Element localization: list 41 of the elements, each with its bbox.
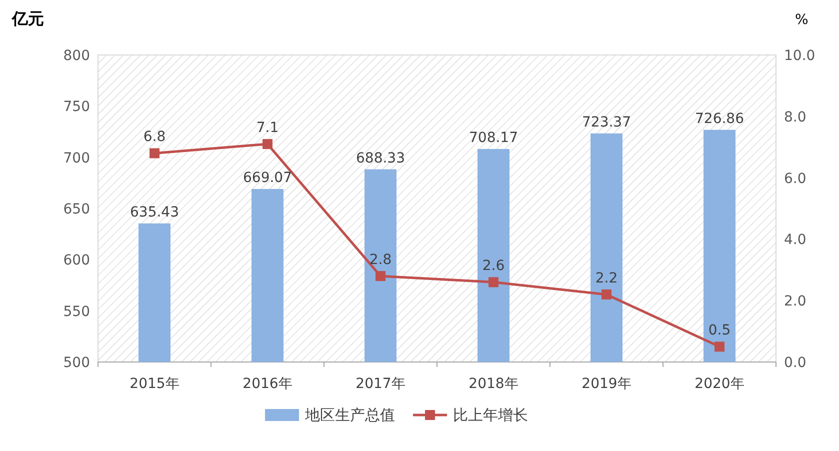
y2-tick-label: 0.0: [784, 355, 806, 371]
data-label: 723.37: [582, 114, 631, 130]
y2-axis-title: %: [795, 12, 808, 28]
data-label: 0.5: [708, 322, 731, 339]
data-label: 726.86: [695, 110, 744, 127]
point: [488, 277, 498, 288]
legend-label: 比上年增长: [453, 406, 528, 424]
point: [714, 342, 724, 352]
x-tick-label: 2020年: [694, 376, 744, 392]
data-label: 708.17: [469, 130, 518, 146]
x-tick-label: 2016年: [242, 376, 292, 392]
point: [262, 139, 272, 150]
y2-tick-label: 10.0: [784, 48, 816, 64]
y-tick-label: 550: [63, 304, 90, 320]
data-label: 2.8: [369, 252, 392, 268]
y2-tick-label: 8.0: [784, 109, 806, 126]
x-tick-label: 2018年: [468, 376, 518, 392]
x-tick-label: 2015年: [130, 376, 180, 392]
data-label: 7.1: [256, 120, 279, 136]
y-tick-label: 750: [63, 99, 90, 116]
y-tick-label: 800: [63, 48, 90, 64]
data-label: 688.33: [356, 150, 405, 166]
data-label: 2.6: [482, 258, 505, 274]
y-tick-label: 700: [63, 150, 90, 166]
y2-tick-label: 6.0: [784, 170, 806, 187]
y-tick-label: 500: [63, 355, 90, 371]
data-label: 2.2: [595, 270, 618, 286]
y2-tick-label: 2.0: [784, 294, 806, 310]
x-tick-label: 2017年: [356, 376, 406, 392]
data-label: 669.07: [243, 170, 292, 186]
point: [602, 289, 612, 300]
point: [150, 148, 160, 158]
y-tick-label: 650: [63, 202, 90, 218]
data-label: 6.8: [143, 129, 166, 146]
y2-tick-label: 4.0: [784, 232, 806, 248]
y-axis-title: 亿元: [11, 9, 44, 28]
point: [376, 271, 386, 282]
legend-label: 地区生产总值: [304, 406, 395, 424]
x-tick-label: 2019年: [582, 376, 632, 392]
y-tick-label: 600: [63, 252, 90, 269]
data-label: 635.43: [130, 204, 179, 220]
